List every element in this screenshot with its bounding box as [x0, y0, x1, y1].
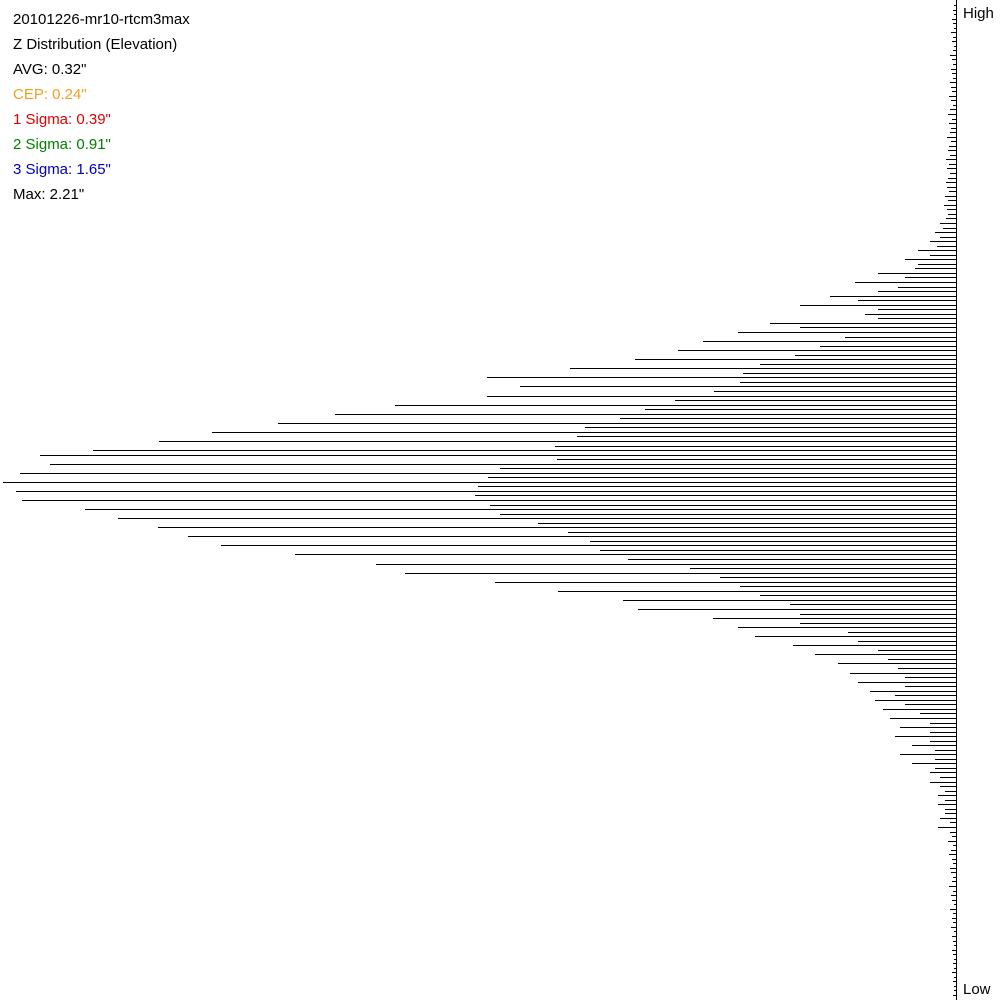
stat-label: 1 Sigma: 0.39": [13, 111, 111, 128]
stat-label: CEP: 0.24": [13, 86, 87, 103]
chart-title: 20101226-mr10-rtcm3max: [13, 11, 190, 28]
chart-subtitle: Z Distribution (Elevation): [13, 36, 177, 53]
stat-label: Max: 2.21": [13, 186, 84, 203]
stat-label: AVG: 0.32": [13, 61, 86, 78]
top-label: High: [963, 5, 994, 22]
stat-label: 3 Sigma: 1.65": [13, 161, 111, 178]
stat-label: 2 Sigma: 0.91": [13, 136, 111, 153]
bottom-label: Low: [963, 981, 991, 998]
